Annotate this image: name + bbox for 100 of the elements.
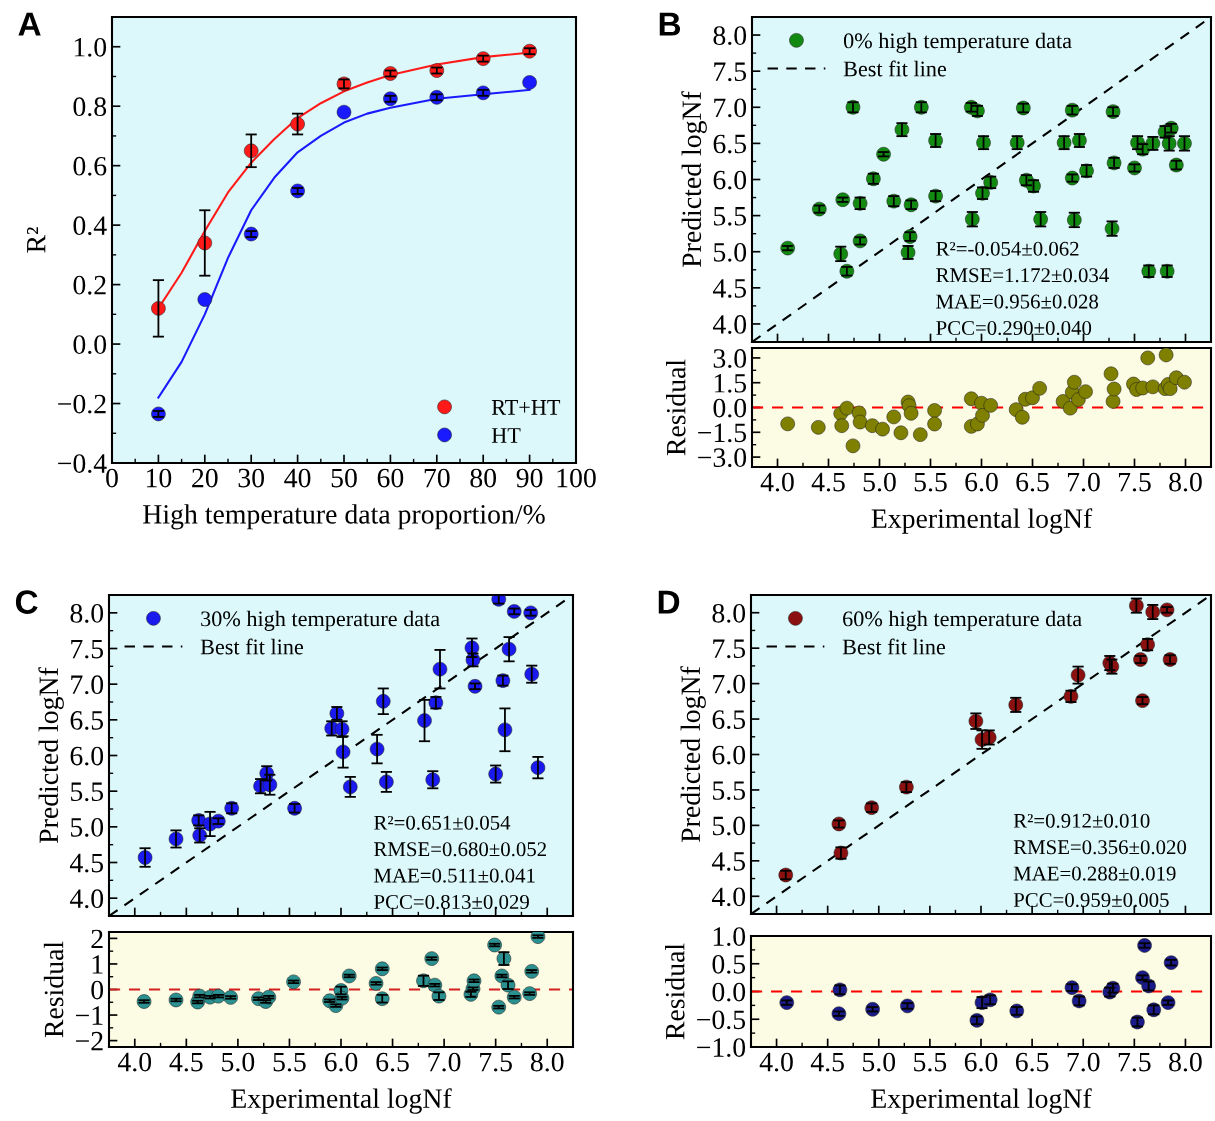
y-tick-label: 0.4: [73, 216, 107, 236]
x-tick-label: 7.5: [1118, 1052, 1151, 1072]
y-tick-label: −0.5: [697, 1010, 746, 1030]
y-tick-label: −2: [75, 1031, 103, 1051]
legend-label: 0% high temperature data: [843, 32, 1072, 53]
annotation: R²=0.912±0.010: [1013, 813, 1150, 828]
y-tick-label: 4.5: [711, 852, 746, 871]
y-tick-label: −1.0: [697, 1038, 746, 1058]
text: A: [18, 12, 41, 36]
y-tick-label: 7.0: [71, 675, 104, 695]
x-tick-label: 6.0: [965, 472, 998, 492]
y-axis-title: Predicted logNf: [681, 91, 707, 268]
y-axis-title: Residual: [43, 941, 64, 1038]
y-tick-label: 8.0: [712, 603, 746, 623]
annotation: MAE=0.956±0.028: [936, 294, 1099, 309]
annotation: MAE=0.288±0.019: [1013, 866, 1176, 881]
y-tick-label: 4.5: [69, 853, 104, 873]
y-tick-label: 0.6: [73, 156, 107, 176]
x-tick-label: 6.0: [964, 1052, 998, 1072]
y-tick-label: 3.0: [713, 349, 747, 368]
annotation: RMSE=0.680±0.052: [374, 842, 546, 857]
x-tick-label: 70: [424, 468, 450, 488]
x-tick-label: 80: [470, 468, 497, 488]
y-tick-label: 0.5: [712, 954, 746, 974]
y-tick-label: 5.0: [713, 816, 746, 836]
y-tick-label: 2: [91, 929, 103, 949]
y-tick-label: 1.5: [714, 374, 747, 393]
x-tick-label: 7.0: [1067, 1052, 1100, 1072]
legend-label: 60% high temperature data: [843, 610, 1082, 631]
x-tick-label: 100: [557, 468, 596, 488]
y-tick-label: 0.0: [713, 398, 747, 418]
x-tick-label: 8.0: [1169, 1052, 1202, 1072]
y-axis-title: Predicted logNf: [38, 667, 64, 844]
x-axis-title: Experimental logNf: [231, 1088, 452, 1114]
y-tick-label: 4.0: [711, 887, 746, 907]
annotation: R²=0.651±0.054: [374, 815, 511, 830]
y-tick-label: −1.5: [698, 423, 747, 443]
y-tick-label: 5.0: [71, 818, 104, 837]
x-tick-label: 7.0: [428, 1052, 461, 1072]
y-tick-label: 5.5: [713, 781, 746, 800]
x-axis-title: High temperature data proportion/%: [143, 504, 545, 530]
y-tick-label: 6.5: [712, 710, 746, 730]
y-tick-label: 4.0: [69, 889, 104, 909]
x-tick-label: 5.5: [914, 472, 947, 492]
y-tick-label: 6.0: [70, 746, 104, 766]
y-tick-label: −3.0: [698, 448, 747, 468]
y-tick-label: 5.5: [71, 782, 104, 802]
x-tick-label: 6.5: [1016, 472, 1049, 492]
annotation: RMSE=0.356±0.020: [1013, 840, 1187, 855]
legend-label: RT+HT: [491, 400, 561, 415]
x-tick-label: 4.0: [759, 1052, 793, 1072]
x-tick-label: 8.0: [1169, 472, 1202, 492]
y-tick-label: 1.0: [74, 37, 107, 57]
annotation: RMSE=1.172±0.034: [936, 268, 1109, 283]
x-tick-label: 60: [377, 468, 404, 488]
annotation: R²=-0.054±0.062: [936, 241, 1079, 256]
y-tick-label: 5.0: [714, 242, 747, 262]
x-tick-label: 90: [516, 468, 543, 488]
x-tick-label: 5.0: [863, 1052, 896, 1072]
x-tick-label: 30: [238, 468, 265, 488]
text: B: [659, 12, 681, 36]
x-tick-label: 40: [284, 468, 311, 488]
y-tick-label: 8.0: [713, 26, 747, 46]
x-axis-title: Experimental logNf: [871, 1088, 1092, 1114]
y-tick-label: 0.2: [73, 275, 106, 295]
y-tick-label: 8.0: [70, 604, 104, 623]
x-tick-label: 50: [331, 468, 357, 488]
y-tick-label: 6.5: [713, 134, 747, 154]
y-tick-label: 1: [92, 955, 103, 974]
y-tick-label: −0.2: [58, 394, 106, 414]
x-tick-label: 4.5: [169, 1052, 203, 1072]
x-tick-label: 6.5: [376, 1052, 409, 1072]
annotation: MAE=0.511±0.041: [374, 868, 535, 883]
annotation: PCC=0.813±0.029: [374, 894, 529, 910]
x-tick-label: 5.0: [222, 1052, 255, 1072]
y-tick-label: 5.5: [714, 207, 747, 226]
y-tick-label: 1.0: [713, 927, 746, 947]
x-axis-title: Experimental logNf: [871, 508, 1093, 534]
x-tick-label: 4.0: [760, 472, 794, 492]
legend-label: Best fit line: [842, 638, 946, 655]
x-tick-label: 4.0: [117, 1052, 152, 1072]
legend-label: HT: [491, 428, 521, 443]
text: C: [15, 590, 38, 614]
x-tick-label: 5.5: [273, 1052, 306, 1072]
y-axis-title: R²: [26, 227, 46, 253]
y-axis-title: Residual: [666, 359, 686, 456]
x-tick-label: 4.5: [810, 1052, 844, 1072]
x-tick-label: 20: [192, 468, 218, 488]
y-tick-label: 7.5: [714, 62, 747, 82]
legend-label: Best fit line: [200, 638, 304, 655]
y-tick-label: 0: [91, 980, 104, 1000]
legend-label: 30% high temperature data: [201, 610, 440, 631]
x-tick-label: 6.5: [1015, 1052, 1049, 1072]
x-tick-label: 7.5: [1118, 472, 1151, 492]
y-tick-label: 0.8: [73, 97, 107, 117]
y-tick-label: 0.0: [712, 982, 746, 1002]
x-tick-label: 6.0: [324, 1052, 358, 1072]
y-axis-title: Residual: [665, 943, 685, 1040]
y-tick-label: 4.5: [712, 279, 747, 298]
y-tick-label: 6.0: [713, 170, 747, 190]
